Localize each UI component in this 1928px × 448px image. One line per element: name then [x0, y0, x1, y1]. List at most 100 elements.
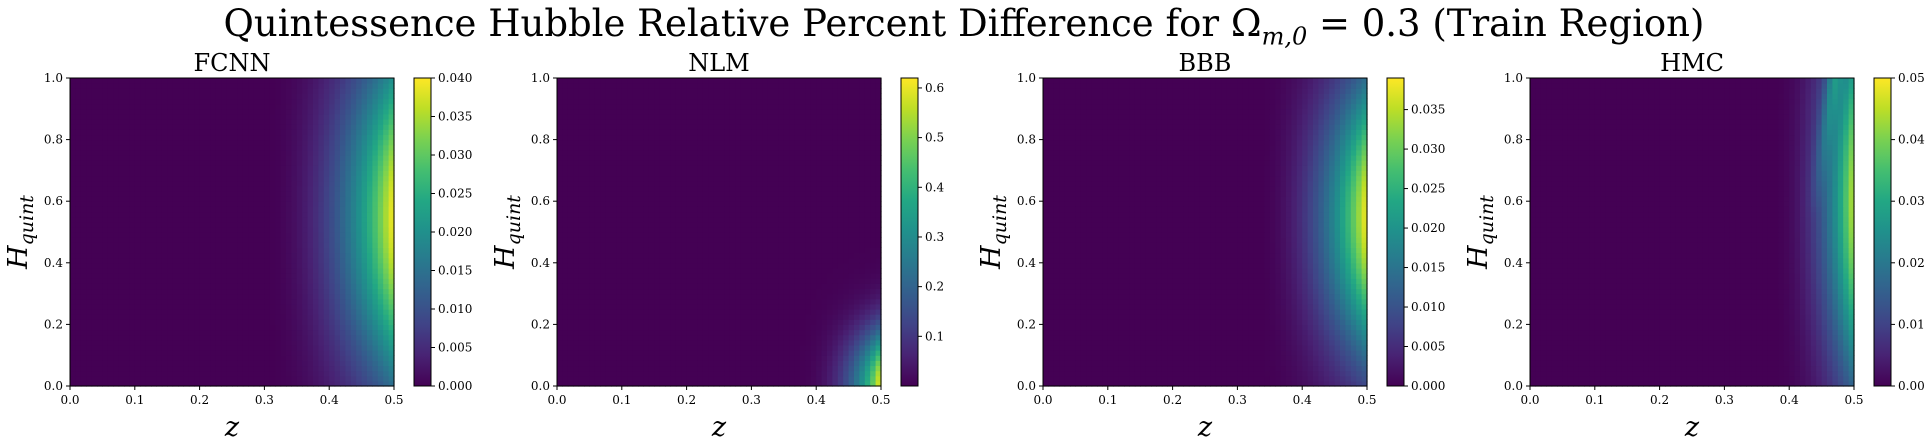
- heatmap-cell: [124, 278, 130, 284]
- heatmap-cell: [199, 314, 206, 320]
- heatmap-cell: [345, 226, 352, 233]
- heatmap-cell: [129, 247, 136, 254]
- heatmap-cell: [621, 267, 628, 274]
- heatmap-cell: [611, 83, 617, 89]
- heatmap-cell: [215, 283, 222, 290]
- heatmap-cell: [215, 293, 222, 300]
- heatmap-cell: [648, 350, 655, 356]
- heatmap-cell: [665, 190, 671, 197]
- heatmap-cell: [194, 98, 201, 105]
- heatmap-cell: [621, 144, 628, 151]
- heatmap-cell: [248, 298, 255, 305]
- heatmap-cell: [129, 124, 136, 130]
- heatmap-cell: [367, 309, 373, 315]
- heatmap-cell: [237, 257, 244, 264]
- heatmap-cell: [383, 160, 390, 166]
- heatmap-cell: [248, 247, 255, 254]
- heatmap-cell: [557, 319, 563, 325]
- heatmap-cell: [638, 170, 644, 177]
- heatmap-cell: [372, 93, 379, 100]
- heatmap-cell: [665, 216, 671, 223]
- heatmap-cell: [318, 257, 325, 264]
- heatmap-cell: [302, 334, 309, 341]
- heatmap-cell: [334, 98, 341, 105]
- heatmap-cell: [388, 226, 395, 233]
- heatmap-cell: [210, 252, 217, 259]
- heatmap-cell: [151, 124, 157, 130]
- heatmap-cell: [611, 124, 617, 130]
- heatmap-cell: [302, 180, 309, 187]
- heatmap-cell: [91, 93, 98, 100]
- heatmap-cell: [140, 350, 147, 356]
- heatmap-cell: [307, 267, 314, 274]
- heatmap-cell: [215, 211, 222, 218]
- heatmap-cell: [232, 350, 238, 356]
- heatmap-cell: [75, 329, 82, 336]
- heatmap-cell: [296, 324, 303, 331]
- heatmap-cell: [275, 196, 282, 202]
- heatmap-cell: [134, 78, 141, 84]
- heatmap-cell: [107, 139, 114, 146]
- heatmap-cell: [86, 226, 93, 233]
- heatmap-cell: [318, 283, 325, 290]
- heatmap-cell: [221, 108, 228, 115]
- heatmap-cell: [665, 201, 671, 207]
- heatmap-cell: [172, 355, 179, 361]
- heatmap-cell: [616, 375, 623, 382]
- heatmap-cell: [221, 252, 228, 259]
- heatmap-cell: [91, 319, 98, 325]
- heatmap-cell: [594, 185, 601, 192]
- heatmap-cell: [356, 319, 363, 325]
- heatmap-cell: [313, 370, 319, 377]
- heatmap-cell: [226, 329, 233, 336]
- heatmap-cell: [178, 149, 184, 156]
- heatmap-cell: [600, 232, 607, 238]
- heatmap-cell: [372, 380, 379, 387]
- heatmap-cell: [589, 129, 596, 136]
- heatmap-cell: [248, 278, 255, 284]
- heatmap-cell: [594, 221, 601, 228]
- heatmap-cell: [124, 339, 130, 346]
- heatmap-cell: [167, 273, 174, 279]
- heatmap-cell: [280, 237, 287, 243]
- heatmap-cell: [323, 216, 330, 223]
- heatmap-cell: [91, 324, 98, 331]
- heatmap-cell: [70, 278, 76, 284]
- heatmap-cell: [659, 257, 666, 264]
- heatmap-cell: [113, 232, 120, 238]
- heatmap-cell: [221, 365, 228, 372]
- heatmap-cell: [205, 365, 211, 372]
- y-tick-label: 0.0: [44, 379, 63, 393]
- heatmap-cell: [361, 216, 368, 223]
- heatmap-cell: [616, 237, 623, 243]
- heatmap-cell: [372, 190, 379, 197]
- heatmap-cell: [600, 98, 607, 105]
- heatmap-cell: [372, 370, 379, 377]
- heatmap-cell: [102, 267, 109, 274]
- heatmap-cell: [86, 160, 93, 166]
- heatmap-cell: [113, 119, 120, 125]
- heatmap-cell: [594, 155, 601, 161]
- heatmap-cell: [361, 88, 368, 94]
- heatmap-cell: [562, 160, 569, 166]
- heatmap-cell: [388, 134, 395, 141]
- heatmap-cell: [670, 288, 677, 295]
- heatmap-cell: [145, 108, 152, 115]
- heatmap-cell: [562, 355, 569, 361]
- heatmap-cell: [584, 365, 590, 372]
- heatmap-cell: [140, 155, 147, 161]
- heatmap-cell: [659, 196, 666, 202]
- heatmap-cell: [350, 196, 357, 202]
- heatmap-cell: [264, 344, 271, 351]
- heatmap-cell: [594, 175, 601, 182]
- heatmap-cell: [107, 83, 114, 89]
- heatmap-cell: [91, 365, 98, 372]
- heatmap-cell: [313, 108, 319, 115]
- heatmap-cell: [334, 355, 341, 361]
- heatmap-cell: [313, 339, 319, 346]
- heatmap-cell: [600, 344, 607, 351]
- heatmap-cell: [659, 262, 666, 269]
- heatmap-cell: [345, 298, 352, 305]
- heatmap-cell: [97, 267, 103, 274]
- heatmap-cell: [350, 201, 357, 207]
